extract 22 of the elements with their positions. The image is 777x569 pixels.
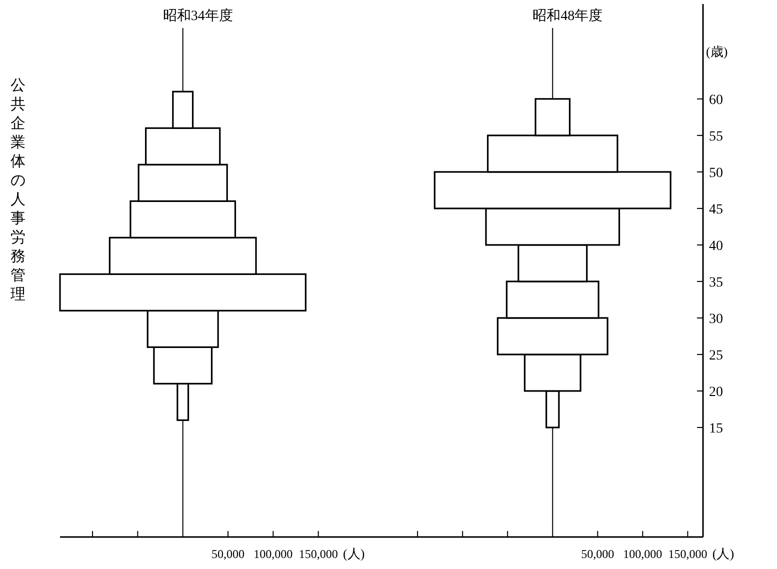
x-tick-label: 50,000 — [212, 547, 244, 561]
y-tick-label: 30 — [709, 312, 723, 327]
x-axis-title: (人) — [712, 546, 734, 561]
x-tick-label: 150,000 — [668, 547, 708, 561]
x-tick-label: 50,000 — [581, 547, 614, 561]
y-tick-label: 40 — [709, 238, 723, 254]
y-tick-label: 20 — [709, 384, 723, 400]
y-tick-label: 15 — [709, 421, 723, 436]
y-axis-title: (歳) — [706, 44, 728, 59]
y-tick-label: 25 — [709, 348, 723, 364]
x-tick-label: 100,000 — [623, 547, 662, 561]
x-tick-label: 150,000 — [298, 547, 338, 561]
text: 公共企業体の人事労務管理 — [10, 76, 26, 303]
x-tick-label: 100,000 — [254, 547, 293, 561]
y-tick-label: 60 — [709, 92, 723, 108]
chart-title: 昭和48年度 — [532, 8, 603, 24]
x-axis-title: (人) — [343, 546, 365, 561]
y-tick-label: 45 — [709, 202, 723, 218]
y-tick-label: 35 — [709, 275, 723, 290]
y-tick-label: 55 — [709, 129, 723, 144]
chart-title: 昭和34年度 — [162, 8, 233, 24]
y-tick-label: 50 — [709, 166, 723, 181]
